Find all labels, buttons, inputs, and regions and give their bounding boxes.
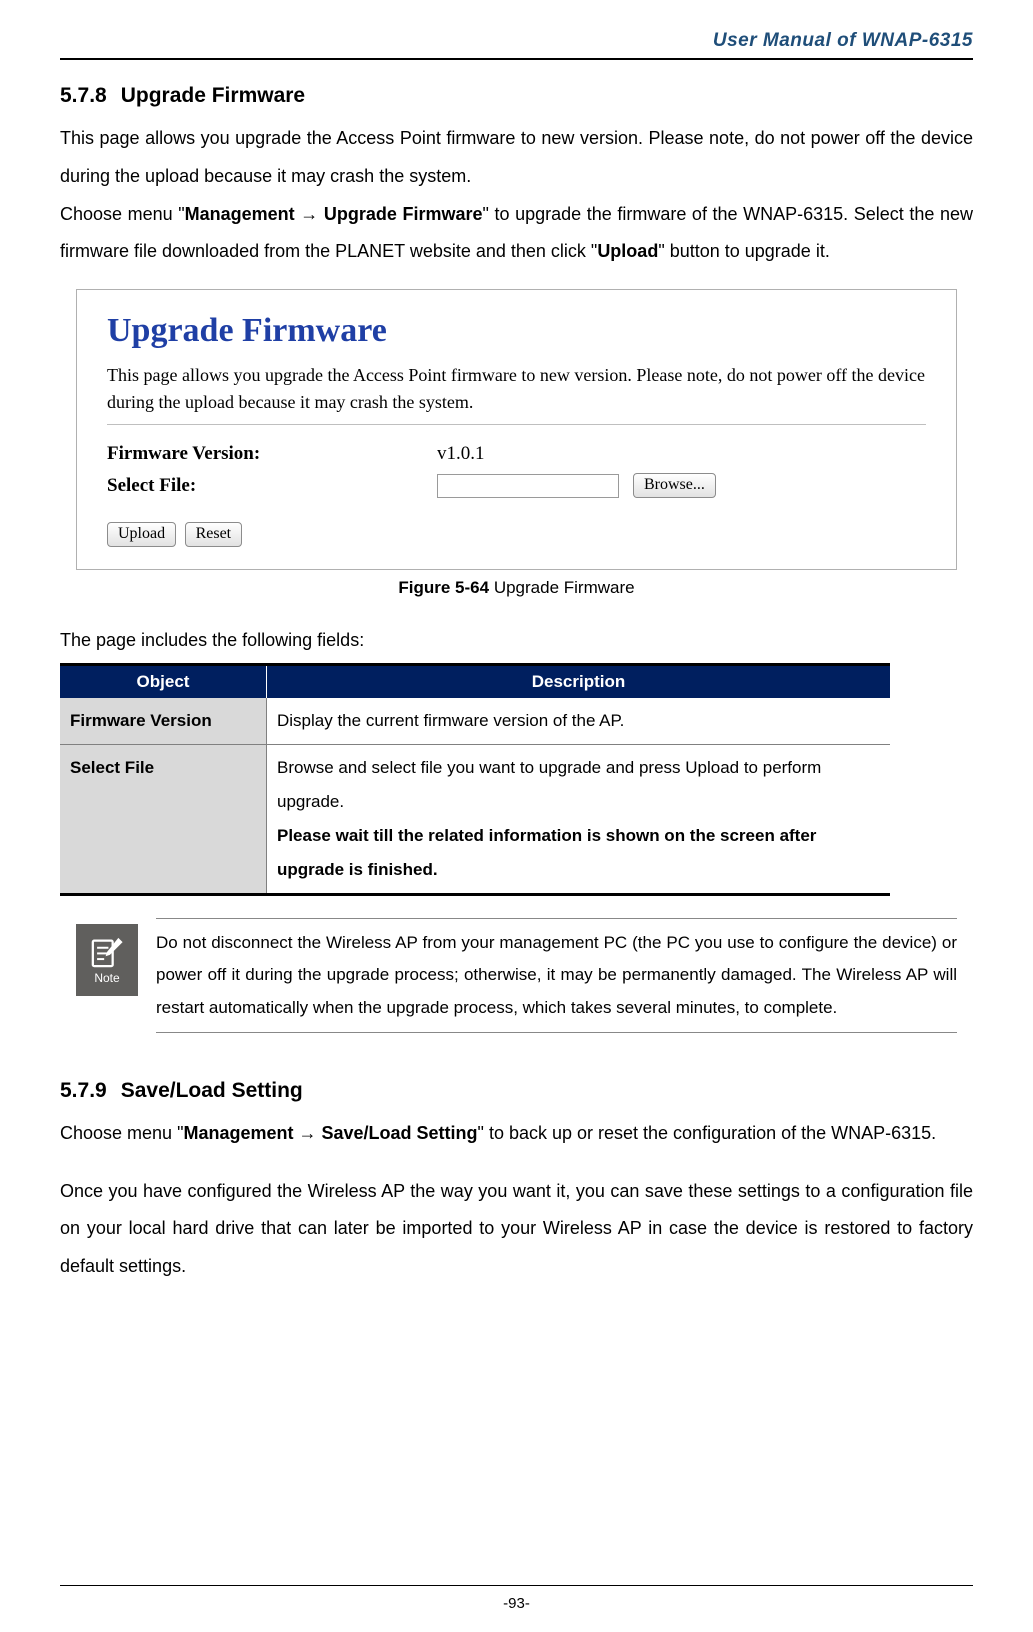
label-select-file: Select File: bbox=[107, 475, 437, 497]
desc-select-file: Browse and select file you want to upgra… bbox=[267, 744, 891, 894]
table-row: Select File Browse and select file you w… bbox=[60, 744, 890, 894]
fields-table: Object Description Firmware Version Disp… bbox=[60, 663, 890, 896]
section2-p2: Once you have configured the Wireless AP… bbox=[60, 1173, 973, 1286]
p2-b1: Management bbox=[185, 204, 301, 224]
section-title-579: Save/Load Setting bbox=[121, 1079, 303, 1102]
figure-upgrade-firmware: Upgrade Firmware This page allows you up… bbox=[76, 289, 957, 570]
section-number: 5.7.8 bbox=[60, 84, 107, 107]
p2-post: " button to upgrade it. bbox=[658, 241, 830, 261]
table-row: Firmware Version Display the current fir… bbox=[60, 698, 890, 745]
section2-p1: Choose menu "Management → Save/Load Sett… bbox=[60, 1115, 973, 1153]
figure-row-version: Firmware Version: v1.0.1 bbox=[107, 443, 926, 465]
s2p1-b1: Management bbox=[183, 1123, 298, 1143]
section1-p1: This page allows you upgrade the Access … bbox=[60, 120, 973, 196]
s2p1-b2: Save/Load Setting bbox=[317, 1123, 478, 1143]
fields-intro: The page includes the following fields: bbox=[60, 626, 973, 655]
arrow-icon: → bbox=[300, 204, 318, 224]
note-text: Do not disconnect the Wireless AP from y… bbox=[156, 918, 957, 1033]
s2p1-post: " to back up or reset the configuration … bbox=[478, 1123, 937, 1143]
figure-desc: This page allows you upgrade the Access … bbox=[107, 362, 926, 416]
pencil-note-icon bbox=[90, 935, 124, 969]
s2p1-pre: Choose menu " bbox=[60, 1123, 183, 1143]
section-heading-579: 5.7.9 Save/Load Setting bbox=[60, 1079, 973, 1103]
note-icon: Note bbox=[76, 924, 138, 996]
arrow-icon: → bbox=[299, 1123, 317, 1143]
col-description: Description bbox=[267, 664, 891, 698]
p2-pre: Choose menu " bbox=[60, 204, 185, 224]
section-title: Upgrade Firmware bbox=[121, 84, 305, 107]
header-rule bbox=[60, 58, 973, 60]
obj-select-file: Select File bbox=[60, 744, 267, 894]
figure-title: Upgrade Firmware bbox=[107, 312, 926, 350]
upload-button[interactable]: Upload bbox=[107, 522, 176, 547]
browse-button[interactable]: Browse... bbox=[633, 473, 716, 498]
header-title: User Manual of WNAP-6315 bbox=[60, 30, 973, 52]
figure-row-selectfile: Select File: Browse... bbox=[107, 473, 926, 498]
reset-button[interactable]: Reset bbox=[185, 522, 243, 547]
col-object: Object bbox=[60, 664, 267, 698]
section-number-579: 5.7.9 bbox=[60, 1079, 107, 1102]
note-block: Note Do not disconnect the Wireless AP f… bbox=[76, 918, 957, 1033]
obj-firmware-version: Firmware Version bbox=[60, 698, 267, 745]
value-firmware-version: v1.0.1 bbox=[437, 443, 485, 465]
page-number: -93- bbox=[0, 1595, 1033, 1612]
p2-b2: Upgrade Firmware bbox=[318, 204, 482, 224]
desc-select-file-bold: Please wait till the related information… bbox=[277, 826, 816, 879]
file-input[interactable] bbox=[437, 474, 619, 498]
label-firmware-version: Firmware Version: bbox=[107, 443, 437, 465]
desc-firmware-version: Display the current firmware version of … bbox=[267, 698, 891, 745]
desc-select-file-text: Browse and select file you want to upgra… bbox=[277, 758, 821, 811]
page: User Manual of WNAP-6315 5.7.8 Upgrade Fi… bbox=[0, 0, 1033, 1632]
note-icon-label: Note bbox=[94, 971, 119, 985]
footer-rule bbox=[60, 1585, 973, 1586]
p2-b3: Upload bbox=[597, 241, 658, 261]
section-heading-578: 5.7.8 Upgrade Firmware bbox=[60, 84, 973, 108]
figure-divider bbox=[107, 424, 926, 425]
figure-caption: Figure 5-64 Upgrade Firmware bbox=[60, 578, 973, 598]
caption-bold: Figure 5-64 bbox=[398, 578, 489, 597]
caption-rest: Upgrade Firmware bbox=[489, 578, 635, 597]
figure-button-row: Upload Reset bbox=[107, 522, 926, 547]
section1-p2: Choose menu "Management → Upgrade Firmwa… bbox=[60, 196, 973, 272]
